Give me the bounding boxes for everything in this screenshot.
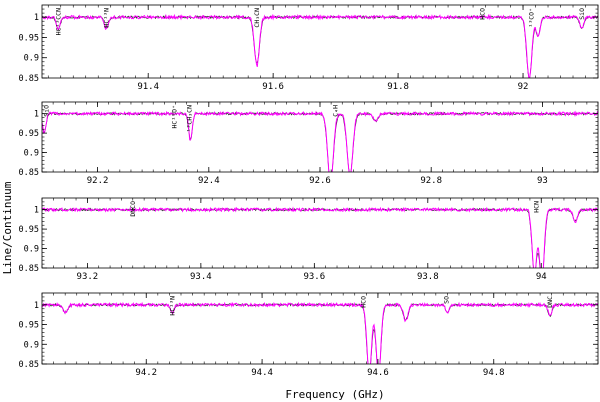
y-tick-label: 0.95 [19, 33, 39, 43]
model-spectrum-1 [42, 13, 598, 78]
line-id-label: ¹³CO⁺ [528, 8, 536, 28]
line-id-label: HC¹³CCN [55, 8, 63, 35]
x-tick-label: 94.4 [251, 368, 273, 378]
y-tick-label: 0.85 [19, 168, 39, 178]
x-tick-label: 94.2 [135, 368, 157, 378]
x-tick-label: 92.2 [87, 176, 109, 186]
y-tick-label: 0.95 [19, 225, 39, 235]
x-tick-label: 91.8 [387, 82, 409, 92]
panel-2: 92.2 92.4 92.6 92.8 93 1 0.95 0.9 0.85 SiO HC¹⁸O⁺ ¹… [19, 101, 599, 186]
line-id-label: HCO [479, 8, 487, 20]
x-tick-label: 92 [518, 82, 529, 92]
x-tick-label: 91.4 [137, 82, 159, 92]
line-id-label: DNCO [129, 201, 137, 217]
line-id-label: HC¹⁸O⁺ [171, 105, 179, 129]
model-spectrum-3 [42, 206, 598, 268]
y-tick-label: 0.9 [24, 54, 39, 64]
y-tick-label: 1 [34, 110, 39, 120]
x-tick-label: 93.6 [303, 272, 325, 282]
line-id-label: CH₃CN [253, 8, 261, 28]
x-tick-label: 92.6 [309, 176, 331, 186]
line-id-label: SiO [43, 105, 51, 117]
line-id-label: C₄H [331, 105, 339, 117]
x-tick-label: 93.4 [190, 272, 212, 282]
panel-1: 91.4 91.6 91.8 92 1 0.95 0.9 0.85 HC¹³CCN HC¹³N CH… [19, 4, 599, 92]
y-axis-label: Line/Continuum [1, 181, 14, 274]
y-tick-label: 0.85 [19, 360, 39, 370]
y-tick-label: 0.85 [19, 264, 39, 274]
y-tick-label: 1 [34, 13, 39, 23]
model-spectrum-4 [42, 301, 598, 364]
y-tick-label: 0.9 [24, 340, 39, 350]
y-tick-label: 1 [34, 301, 39, 311]
x-tick-label: 94 [536, 272, 547, 282]
panels: 91.4 91.6 91.8 92 1 0.95 0.9 0.85 HC¹³CCN HC¹³N CH… [19, 4, 599, 378]
line-id-label: SO [443, 296, 451, 304]
y-tick-label: 1 [34, 206, 39, 216]
x-tick-label: 92.4 [198, 176, 220, 186]
y-tick-label: 0.9 [24, 245, 39, 255]
x-tick-label: 91.6 [262, 82, 284, 92]
line-id-label: HCO [360, 296, 368, 308]
y-tick-label: 0.95 [19, 129, 39, 139]
x-tick-label: 92.8 [420, 176, 442, 186]
y-tick-label: 0.9 [24, 149, 39, 159]
line-id-label: HC¹³N [103, 8, 111, 28]
y-tick-label: 0.85 [19, 74, 39, 84]
line-id-label: SiO [578, 8, 586, 20]
line-id-label: DNC [546, 296, 554, 308]
x-tick-label: 93.2 [77, 272, 99, 282]
observed-spectrum-1 [42, 14, 598, 78]
panel-4: 94.2 94.4 94.6 94.8 1 0.95 0.9 0.85 HC¹³N HCO SO DN… [19, 292, 599, 378]
line-id-label: HC¹³N [169, 296, 177, 316]
x-tick-label: 93 [537, 176, 548, 186]
x-tick-label: 94.6 [367, 368, 389, 378]
y-tick-label: 0.95 [19, 321, 39, 331]
observed-spectrum-3 [42, 207, 598, 268]
model-spectrum-2 [42, 110, 598, 172]
panel-3: 93.2 93.4 93.6 93.8 94 1 0.95 0.9 0.85 DNCO HCN [19, 197, 599, 282]
x-axis-label: Frequency (GHz) [285, 388, 384, 401]
panel-frame-4 [41, 292, 599, 365]
panel-frame-3 [41, 197, 599, 269]
line-id-label: HCN [533, 201, 541, 213]
line-id-label: ¹³CH₃CN [186, 105, 194, 132]
x-tick-label: 93.8 [417, 272, 439, 282]
x-tick-label: 94.8 [483, 368, 505, 378]
